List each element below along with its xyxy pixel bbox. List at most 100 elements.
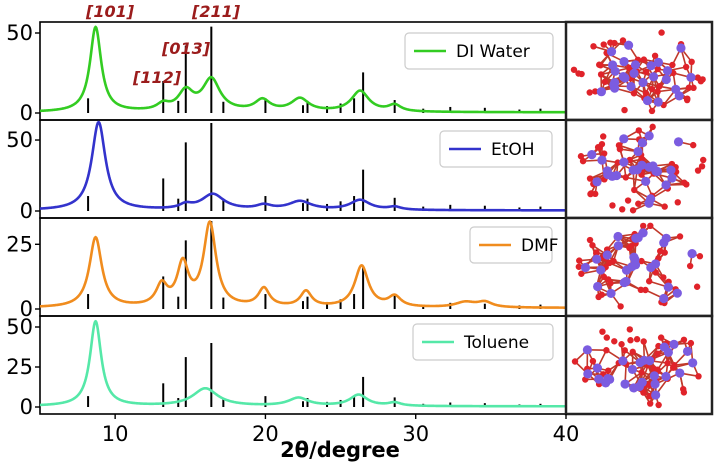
- xrd-curve: [39, 120, 567, 212]
- oxygen-atom: [589, 242, 596, 249]
- oxygen-atom: [680, 336, 688, 343]
- metal-atom: [651, 390, 661, 400]
- y-tick-label: 50: [6, 128, 33, 152]
- metal-atom: [629, 68, 639, 78]
- metal-atom: [602, 250, 612, 260]
- oxygen-atom: [616, 145, 624, 153]
- oxygen-atom: [593, 249, 600, 256]
- crystal-structure-panels: [564, 20, 714, 416]
- oxygen-atom: [617, 303, 624, 310]
- oxygen-atom: [640, 222, 647, 230]
- legend: EtOH: [439, 130, 553, 168]
- oxygen-atom: [684, 95, 691, 102]
- metal-atom: [620, 379, 630, 389]
- metal-atom: [629, 383, 639, 393]
- oxygen-atom: [694, 167, 702, 174]
- oxygen-atom: [699, 76, 706, 83]
- oxygen-atom: [654, 366, 661, 373]
- oxygen-atom: [695, 373, 702, 380]
- oxygen-atom: [627, 242, 635, 250]
- xrd-curve: [39, 319, 567, 408]
- legend-label: DI Water: [456, 42, 530, 62]
- metal-atom: [663, 347, 673, 357]
- metal-atom: [618, 356, 628, 366]
- oxygen-atom: [682, 63, 690, 71]
- crystal-structure: [564, 118, 714, 220]
- oxygen-atom: [576, 257, 583, 264]
- oxygen-atom: [618, 341, 625, 348]
- oxygen-atom: [605, 367, 612, 374]
- metal-atom: [627, 364, 638, 375]
- legend-box: [439, 130, 553, 168]
- metal-atom: [662, 66, 673, 76]
- oxygen-atom: [674, 199, 681, 206]
- y-tick-label: 25: [6, 355, 33, 379]
- oxygen-atom: [600, 273, 608, 281]
- oxygen-atom: [655, 401, 662, 409]
- metal-atom: [687, 249, 697, 259]
- oxygen-atom: [622, 174, 630, 181]
- metal-atom: [673, 137, 684, 147]
- oxygen-atom: [599, 328, 606, 335]
- oxygen-atom: [587, 190, 594, 198]
- metal-atom: [619, 157, 629, 167]
- oxygen-atom: [680, 385, 687, 393]
- oxygen-atom: [635, 200, 642, 207]
- metal-atom: [582, 345, 593, 355]
- oxygen-atom: [633, 336, 641, 343]
- metal-atom: [632, 165, 642, 175]
- x-tick-label: 30: [402, 422, 429, 446]
- miller-index-label: [112]: [132, 68, 182, 87]
- panel-etoh: 0 50 EtOH: [6, 119, 567, 223]
- crystal-structure: [564, 216, 714, 318]
- oxygen-atom: [619, 37, 627, 44]
- metal-atom: [659, 293, 669, 304]
- y-tick-label: 25: [6, 232, 33, 256]
- legend-box: [404, 32, 554, 70]
- oxygen-atom: [586, 236, 594, 244]
- metal-atom: [649, 371, 659, 381]
- metal-atom: [641, 176, 651, 186]
- oxygen-atom: [609, 202, 616, 209]
- miller-index-labels: [101] [211] [013] [112]: [85, 2, 241, 87]
- oxygen-atom: [664, 359, 671, 367]
- oxygen-atom: [654, 65, 662, 73]
- oxygen-atom: [631, 186, 638, 194]
- oxygen-atom: [652, 269, 659, 276]
- oxygen-atom: [579, 157, 587, 165]
- oxygen-atom: [693, 283, 701, 290]
- metal-atom: [593, 281, 603, 292]
- metal-atom: [624, 40, 634, 50]
- metal-atom: [688, 358, 698, 368]
- metal-atom: [627, 262, 637, 272]
- oxygen-atom: [649, 123, 656, 131]
- oxygen-atom: [671, 362, 678, 369]
- metal-atom: [646, 262, 656, 273]
- oxygen-atom: [575, 263, 583, 270]
- oxygen-atom: [578, 270, 585, 277]
- y-tick-label: 0: [20, 395, 33, 419]
- oxygen-atom: [676, 233, 684, 240]
- metal-atom: [666, 165, 676, 175]
- metal-atom: [633, 233, 643, 243]
- oxygen-atom: [656, 83, 663, 90]
- oxygen-atom: [603, 347, 610, 354]
- oxygen-atom: [640, 338, 647, 345]
- metal-atom: [661, 180, 671, 190]
- oxygen-atom: [600, 133, 607, 140]
- oxygen-atom: [594, 144, 602, 151]
- oxygen-atom: [657, 247, 664, 255]
- oxygen-atom: [654, 88, 661, 95]
- metal-atom: [592, 363, 603, 373]
- legend: DI Water: [404, 32, 554, 70]
- metal-atom: [644, 131, 654, 141]
- oxygen-atom: [660, 274, 667, 281]
- oxygen-atom: [570, 66, 578, 73]
- oxygen-atom: [590, 43, 597, 50]
- y-tick-label: 0: [20, 297, 33, 321]
- metal-atom: [675, 368, 685, 378]
- oxygen-atom: [637, 286, 645, 294]
- legend-label: EtOH: [491, 140, 535, 160]
- metal-atom: [603, 169, 613, 180]
